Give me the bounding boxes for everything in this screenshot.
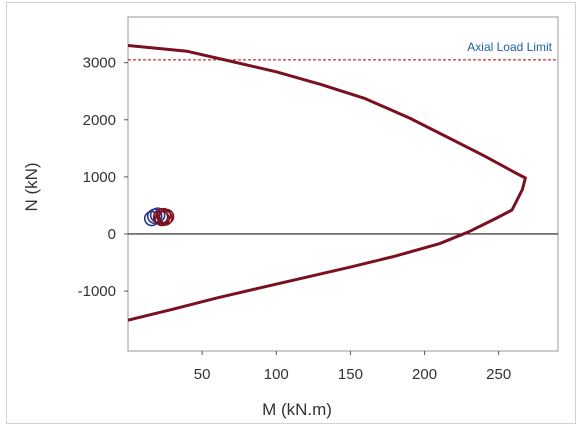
x-axis-title: M (kN.m): [262, 400, 332, 419]
load-point: [157, 210, 173, 226]
y-tick-label: 1000: [83, 169, 116, 186]
plot-border: [127, 16, 559, 352]
y-axis-ticks: 3000 2000 1000 0 -1000: [78, 55, 128, 300]
y-tick-label: 0: [108, 226, 116, 243]
load-points-layer: [143, 207, 175, 227]
x-tick-label: 100: [264, 366, 289, 383]
y-tick-label: -1000: [78, 283, 116, 300]
x-axis-ticks: 50 100 150 200 250: [194, 351, 511, 383]
interaction-diagram-chart: Axial Load Limit 50 100 150 200 250 3000 2000…: [22, 16, 559, 419]
x-tick-label: 250: [486, 366, 511, 383]
y-tick-label: 3000: [83, 55, 116, 72]
interaction-curve-layer: [127, 44, 527, 322]
y-axis-title: N (kN): [22, 162, 41, 211]
chart-frame: Axial Load Limit 50 100 150 200 250 3000 2000…: [6, 2, 576, 424]
interaction-curve: [127, 44, 527, 322]
x-tick-label: 50: [194, 366, 211, 383]
plot-area: [127, 16, 559, 352]
y-tick-label: 2000: [83, 112, 116, 129]
axial-load-limit-label: Axial Load Limit: [467, 40, 552, 54]
x-tick-label: 150: [338, 366, 363, 383]
load-point: [149, 207, 166, 223]
load-point: [158, 208, 175, 225]
reference-lines: Axial Load Limit: [128, 40, 558, 235]
x-tick-label: 200: [412, 366, 437, 383]
